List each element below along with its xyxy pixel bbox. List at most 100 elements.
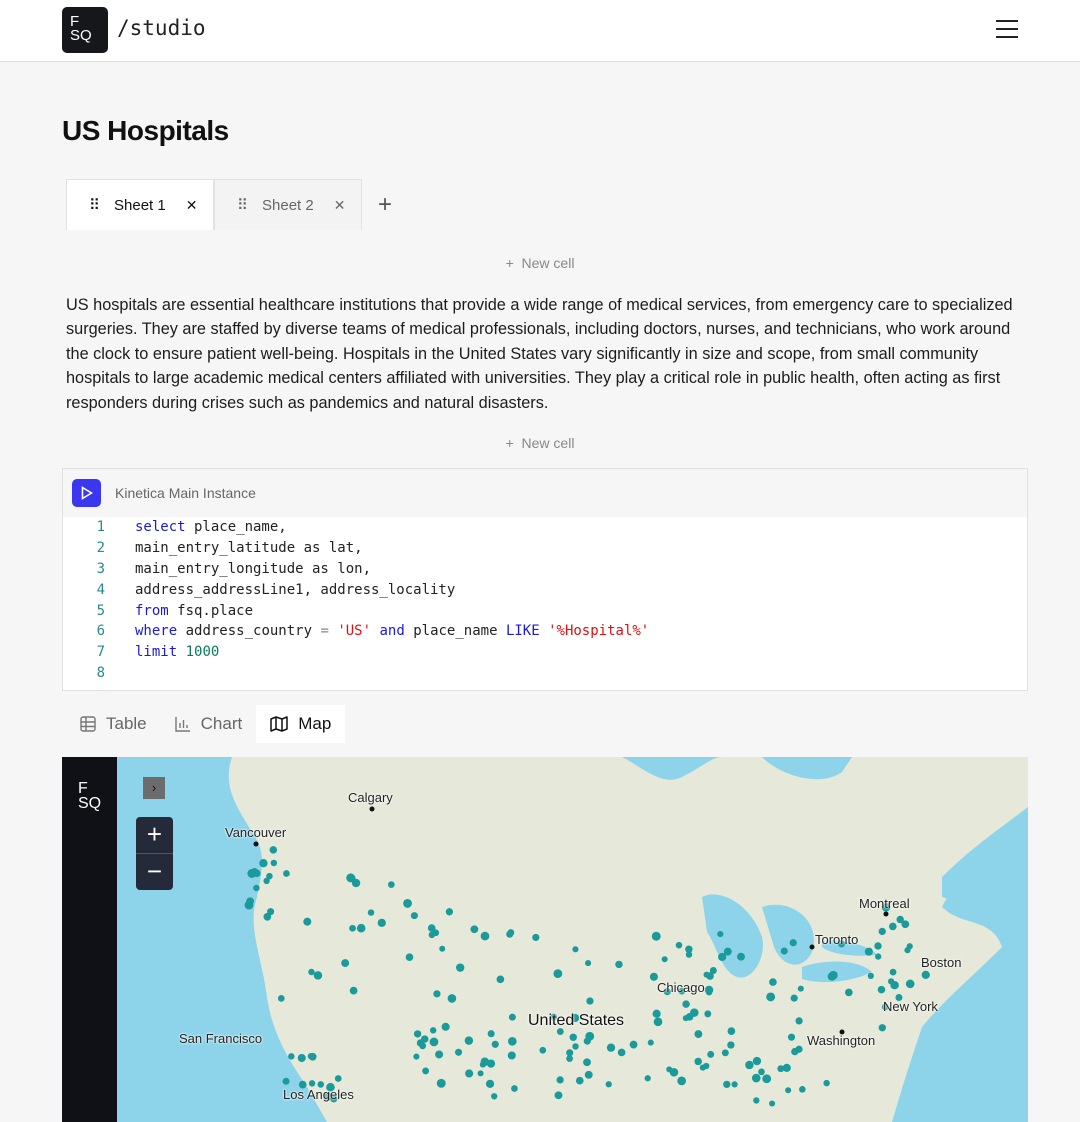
close-icon[interactable]: ✕ <box>333 196 346 213</box>
tab-sheet-1[interactable]: ⠿ Sheet 1 ✕ <box>66 179 214 230</box>
hospital-point <box>570 1013 580 1023</box>
hospital-point <box>507 1036 517 1046</box>
close-icon[interactable]: ✕ <box>185 196 198 213</box>
hospital-point <box>723 1080 731 1089</box>
hospital-point <box>606 1043 616 1052</box>
hospital-point <box>586 997 594 1005</box>
hospital-point <box>906 943 913 950</box>
hospital-point <box>470 925 479 934</box>
hospital-point <box>447 994 457 1003</box>
line-number: 4 <box>96 581 105 598</box>
hospital-point <box>569 1033 577 1041</box>
tab-sheet-2[interactable]: ⠿ Sheet 2 ✕ <box>214 179 362 230</box>
hospital-point <box>283 870 290 877</box>
hospital-point <box>572 1043 579 1050</box>
hospital-point <box>652 1009 661 1018</box>
hospital-point <box>896 915 904 924</box>
hospital-point <box>777 1065 785 1073</box>
hospital-point <box>485 1079 495 1088</box>
drag-handle-icon[interactable]: ⠿ <box>237 197 248 214</box>
hospital-point <box>678 987 686 995</box>
hospital-point <box>745 1060 754 1070</box>
hospital-point <box>326 1082 335 1092</box>
tab-table[interactable]: Table <box>66 705 161 743</box>
hospital-point <box>480 931 490 941</box>
hospital-point <box>367 909 375 916</box>
hospital-point <box>881 902 891 912</box>
hospital-point <box>685 945 693 953</box>
hospital-point <box>795 1017 803 1025</box>
fsq-logo[interactable]: F SQ <box>62 7 108 53</box>
add-sheet-button[interactable]: + <box>378 190 393 218</box>
zoom-out-button[interactable]: − <box>136 853 173 889</box>
drag-handle-icon[interactable]: ⠿ <box>89 197 100 214</box>
hospital-point <box>780 947 788 955</box>
map-canvas[interactable] <box>62 757 1028 1122</box>
hospital-point <box>875 953 882 960</box>
code-editor[interactable]: 1 select place_name, 2 main_entry_latitude… <box>63 517 1027 684</box>
hospital-point <box>867 972 874 980</box>
instance-name: Kinetica Main Instance <box>115 485 256 501</box>
hospital-point <box>605 1081 612 1088</box>
hospital-point <box>507 1051 516 1060</box>
hospital-point <box>313 971 323 980</box>
city-label-san-francisco: San Francisco <box>179 1031 263 1046</box>
hospital-point <box>703 1062 710 1070</box>
hospital-point <box>445 908 454 916</box>
tab-label: Sheet 2 <box>262 196 314 214</box>
tab-label: Map <box>298 714 332 733</box>
code-line: where address_country = 'US' and place_n… <box>135 623 650 640</box>
hospital-point <box>615 960 623 969</box>
hospital-point <box>454 1048 463 1056</box>
logo-line-2: SQ <box>70 27 92 44</box>
hospital-point <box>905 979 915 989</box>
hospital-point <box>491 1040 499 1048</box>
hospital-point <box>433 990 441 998</box>
hospital-point <box>405 953 414 962</box>
line-number: 2 <box>96 539 105 556</box>
expand-panel-button[interactable]: › <box>143 777 165 799</box>
hospital-point <box>703 971 710 978</box>
hospital-point <box>721 1049 729 1057</box>
hospital-point <box>705 989 713 996</box>
line-number: 3 <box>96 560 105 577</box>
logo-line-1: F <box>70 13 80 30</box>
hospital-point <box>921 970 930 979</box>
hospital-point <box>477 1070 484 1077</box>
zoom-in-button[interactable]: + <box>146 819 163 849</box>
run-button[interactable] <box>72 479 101 507</box>
hospital-point <box>837 940 846 948</box>
app-name: /studio <box>117 16 206 40</box>
hospital-point <box>259 859 268 868</box>
play-icon <box>81 486 93 500</box>
hospital-point <box>436 1078 446 1088</box>
code-line <box>105 663 135 684</box>
hospital-point <box>675 941 683 949</box>
hospital-point <box>496 975 505 984</box>
tab-map[interactable]: Map <box>256 705 346 743</box>
new-cell-button[interactable]: + New cell <box>0 435 1080 451</box>
hospital-point <box>585 1031 595 1041</box>
map-sidebar: F SQ <box>62 757 117 1122</box>
hospital-point <box>758 1068 765 1076</box>
hospital-point <box>795 1045 803 1053</box>
hospital-point <box>419 1042 427 1050</box>
code-line: address_addressLine1, address_locality <box>135 581 456 598</box>
hamburger-menu-icon[interactable] <box>996 20 1018 38</box>
code-line: main_entry_latitude as lat, <box>135 539 363 556</box>
hospital-point <box>874 942 882 950</box>
map-icon <box>270 716 288 732</box>
hospital-point <box>653 1017 663 1027</box>
map-view[interactable]: F SQ › + − Calgary Vancouver Montreal Toro… <box>62 757 1028 1122</box>
hospital-point <box>769 1100 776 1107</box>
hospital-point <box>717 930 724 938</box>
hospital-point <box>790 994 798 1002</box>
hospital-point <box>270 859 278 867</box>
hospital-point <box>694 1057 702 1066</box>
tab-chart[interactable]: Chart <box>161 705 257 743</box>
new-cell-button[interactable]: + New cell <box>0 255 1080 271</box>
hospital-point <box>550 1013 558 1021</box>
city-marker <box>839 1029 845 1035</box>
city-label-toronto: Toronto <box>815 932 859 947</box>
hospital-point <box>823 1079 830 1087</box>
